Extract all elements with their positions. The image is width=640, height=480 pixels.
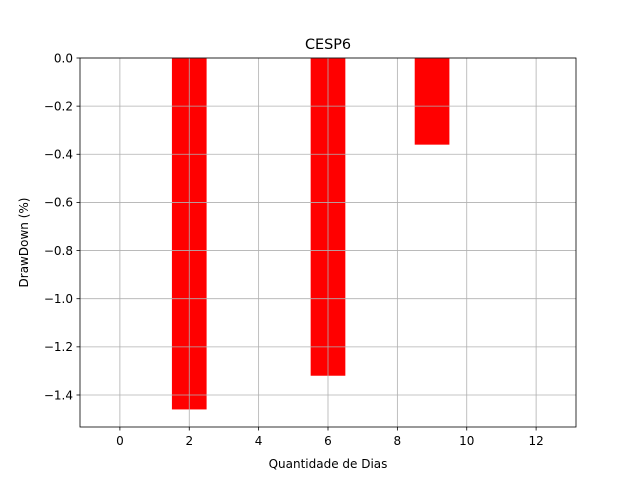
y-tick-label: −0.4: [44, 148, 73, 162]
x-tick-label: 0: [116, 434, 124, 448]
y-tick-label: −0.8: [44, 244, 73, 258]
x-tick-label: 2: [185, 434, 193, 448]
x-tick-label: 8: [394, 434, 402, 448]
x-tick-label: 10: [459, 434, 474, 448]
x-axis-ticks: 0 2 4 6 8 10 12: [116, 427, 544, 448]
chart-title: CESP6: [305, 37, 351, 53]
bar: [414, 58, 450, 145]
y-tick-label: 0.0: [54, 51, 73, 65]
x-axis-label: Quantidade de Dias: [269, 457, 388, 471]
y-tick-label: −1.0: [44, 292, 73, 306]
x-tick-label: 6: [324, 434, 332, 448]
y-tick-label: −1.2: [44, 340, 73, 354]
y-axis-label: DrawDown (%): [17, 198, 31, 288]
y-axis-ticks: 0.0 −0.2 −0.4 −0.6 −0.8 −1.0 −1.2 −1.4: [44, 51, 80, 402]
x-tick-label: 4: [255, 434, 263, 448]
y-tick-label: −0.6: [44, 196, 73, 210]
y-tick-label: −0.2: [44, 99, 73, 113]
x-tick-label: 12: [528, 434, 543, 448]
y-tick-label: −1.4: [44, 388, 73, 402]
